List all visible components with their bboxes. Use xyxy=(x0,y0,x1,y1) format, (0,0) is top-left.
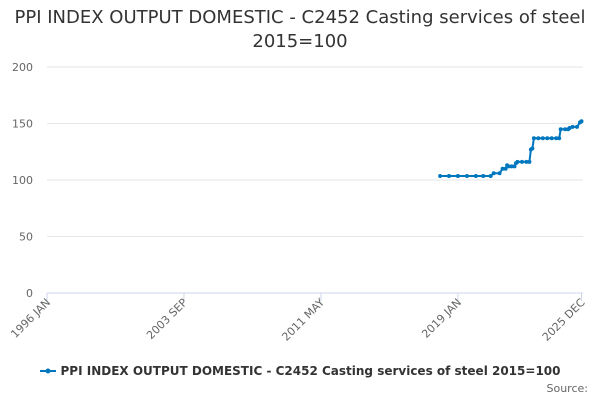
data-point xyxy=(438,174,443,178)
data-point xyxy=(503,166,508,171)
y-tick-label: 150 xyxy=(12,118,33,131)
data-point xyxy=(491,171,496,176)
data-point xyxy=(447,174,451,178)
data-point xyxy=(512,164,517,169)
data-point xyxy=(567,126,572,130)
x-tick-label: 2003 SEP xyxy=(144,296,190,342)
data-point xyxy=(536,136,541,141)
data-point xyxy=(524,159,529,164)
data-point xyxy=(579,119,584,124)
x-tick-label: 1996 JAN xyxy=(8,296,53,341)
axis-layer: 0 50 100 150 200 1996 JAN 2003 SEP 2011 MAY 2019… xyxy=(8,61,587,344)
y-tick-label: 0 xyxy=(26,287,33,300)
data-point xyxy=(500,166,505,171)
data-point xyxy=(488,174,493,178)
data-point xyxy=(464,174,469,178)
data-point xyxy=(520,159,524,164)
data-point xyxy=(506,164,511,169)
y-tick-label: 100 xyxy=(12,174,33,187)
data-point xyxy=(473,174,478,178)
data-point xyxy=(531,136,536,141)
legend-line-icon xyxy=(39,368,56,374)
legend-label: PPI INDEX OUTPUT DOMESTIC - C2452 Castin… xyxy=(60,364,561,378)
source-text: Source: xyxy=(546,382,589,395)
y-tick-label: 200 xyxy=(12,61,33,74)
data-point xyxy=(540,136,545,141)
y-tick-label: 50 xyxy=(19,231,33,244)
chart-title: PPI INDEX OUTPUT DOMESTIC - C2452 Castin… xyxy=(14,7,586,52)
data-point xyxy=(497,171,502,176)
data-point xyxy=(481,174,486,178)
data-point xyxy=(455,174,460,178)
data-point xyxy=(575,124,579,129)
data-point xyxy=(554,136,559,141)
series-layer xyxy=(438,119,584,178)
data-point xyxy=(527,159,532,164)
grid-layer xyxy=(47,66,583,237)
data-point xyxy=(570,124,575,129)
data-point xyxy=(557,136,562,141)
x-tick-label: 2025 DEC xyxy=(540,296,588,344)
data-point xyxy=(563,127,568,132)
data-point xyxy=(545,136,550,141)
data-point xyxy=(515,159,520,164)
data-point xyxy=(509,164,514,169)
legend[interactable]: PPI INDEX OUTPUT DOMESTIC - C2452 Castin… xyxy=(0,364,600,378)
x-tick-label: 2019 JAN xyxy=(419,296,464,341)
data-point xyxy=(549,136,554,141)
data-point xyxy=(558,127,563,132)
x-tick-label: 2011 MAY xyxy=(279,296,327,344)
data-point xyxy=(530,146,535,151)
